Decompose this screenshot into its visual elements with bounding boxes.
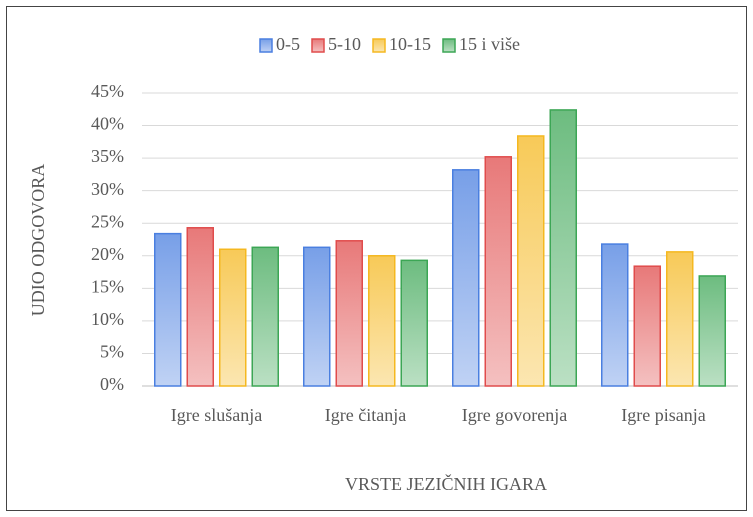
bar — [549, 109, 577, 387]
bar — [154, 232, 182, 387]
y-tick-label: 20% — [91, 244, 124, 264]
y-tick-label: 35% — [91, 146, 124, 166]
y-tick-label: 0% — [100, 374, 124, 394]
bar — [335, 240, 363, 387]
legend-swatch — [259, 38, 273, 53]
y-tick-label: 30% — [91, 179, 124, 199]
legend-label: 15 i više — [459, 34, 520, 54]
y-tick-label: 40% — [91, 114, 124, 134]
bar — [601, 243, 629, 387]
x-tick-label: Igre pisanja — [621, 405, 706, 425]
legend-swatch — [311, 38, 325, 53]
legend-label: 10-15 — [389, 34, 431, 54]
bar — [251, 246, 279, 387]
legend-label: 5-10 — [328, 34, 361, 54]
x-tick-label: Igre čitanja — [324, 405, 407, 425]
x-axis-title: VRSTE JEZIČNIH IGARA — [345, 473, 547, 494]
bar — [400, 259, 428, 387]
x-tick-label: Igre slušanja — [170, 405, 263, 425]
bar — [219, 248, 247, 387]
bar — [666, 251, 694, 387]
y-tick-label: 5% — [100, 342, 124, 362]
y-tick-label: 10% — [91, 309, 124, 329]
bar — [368, 255, 396, 387]
bar — [186, 227, 214, 387]
y-tick-label: 25% — [91, 211, 124, 231]
bar — [698, 275, 726, 387]
bar — [633, 265, 661, 387]
bar — [517, 135, 545, 387]
x-tick-label: Igre govorenja — [461, 405, 568, 425]
legend-swatch — [442, 38, 456, 53]
y-axis-title: UDIO ODGOVORA — [28, 164, 48, 317]
legend-label: 0-5 — [276, 34, 300, 54]
bar — [303, 246, 331, 387]
y-tick-label: 45% — [91, 81, 124, 101]
y-tick-label: 15% — [91, 276, 124, 296]
legend-swatch — [372, 38, 386, 53]
bar — [452, 169, 480, 387]
bar — [484, 156, 512, 387]
